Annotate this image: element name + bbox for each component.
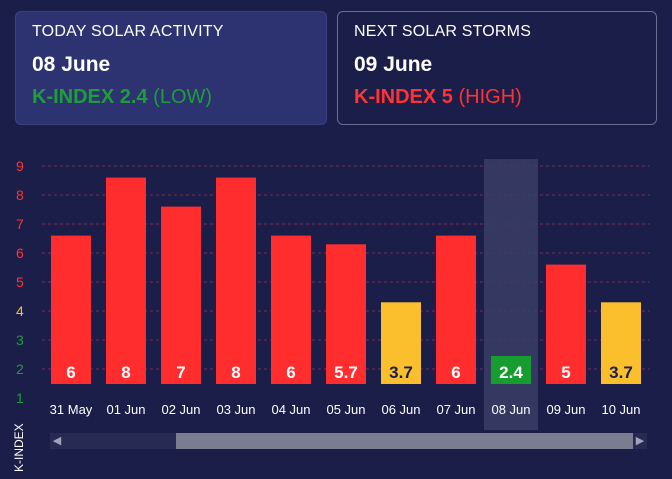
y-tick-label: 8 xyxy=(16,187,24,203)
x-tick-label: 10 Jun xyxy=(601,402,640,417)
x-tick-label: 05 Jun xyxy=(326,402,365,417)
today-k-index: K-INDEX 2.4 (LOW) xyxy=(32,86,310,109)
bar-07-jun xyxy=(436,235,476,384)
bar-value-label: 2.4 xyxy=(499,363,523,382)
y-tick-label: 1 xyxy=(16,390,24,406)
today-date: 08 June xyxy=(32,53,111,76)
k-index-bar-chart: 1 2 3 4 5 6 7 8 9 6 8 7 8 6 5.7 3.7 6 2.4 5 3.7 31 May 01 J… xyxy=(16,158,650,430)
next-label: NEXT SOLAR STORMS xyxy=(354,23,532,40)
x-tick-label: 04 Jun xyxy=(271,402,310,417)
scroll-left-icon[interactable]: ◀ xyxy=(52,434,62,447)
bar-value-label: 3.7 xyxy=(609,363,633,382)
next-storms-card: NEXT SOLAR STORMS 09 June K-INDEX 5 (HIG… xyxy=(337,11,657,125)
x-tick-label: 01 Jun xyxy=(106,402,145,417)
x-tick-label: 02 Jun xyxy=(161,402,200,417)
y-tick-label: 4 xyxy=(16,303,24,319)
today-k-prefix: K-INDEX xyxy=(32,86,115,108)
next-k-index: K-INDEX 5 (HIGH) xyxy=(354,86,640,109)
x-tick-label: 31 May xyxy=(50,402,93,417)
bar-01-jun xyxy=(106,177,146,384)
scroll-right-icon[interactable]: ▶ xyxy=(635,434,645,447)
horizontal-scrollbar[interactable]: ◀ ▶ xyxy=(50,433,647,449)
y-tick-label: 9 xyxy=(16,158,24,174)
x-tick-label: 09 Jun xyxy=(546,402,585,417)
bar-value-label: 3.7 xyxy=(389,363,413,382)
scroll-thumb[interactable] xyxy=(176,433,633,449)
bar-04-jun xyxy=(271,235,311,384)
bar-value-label: 8 xyxy=(231,363,240,382)
bar-03-jun xyxy=(216,177,256,384)
next-k-value: 5 xyxy=(441,86,453,108)
bar-05-jun xyxy=(326,244,366,384)
y-tick-label: 2 xyxy=(16,361,24,377)
bar-09-jun xyxy=(546,264,586,384)
bar-02-jun xyxy=(161,206,201,384)
x-tick-label: 03 Jun xyxy=(216,402,255,417)
y-axis-label-text: K-INDEX xyxy=(12,423,26,472)
today-k-level: (LOW) xyxy=(153,86,213,108)
next-date: 09 June xyxy=(354,53,433,76)
bar-value-label: 5 xyxy=(561,363,570,382)
x-tick-label: 08 Jun xyxy=(491,402,530,417)
bar-value-label: 6 xyxy=(66,363,75,382)
y-tick-label: 6 xyxy=(16,245,24,261)
bar-value-label: 5.7 xyxy=(334,363,358,382)
today-label: TODAY SOLAR ACTIVITY xyxy=(32,23,224,40)
y-tick-label: 7 xyxy=(16,216,24,232)
today-k-value: 2.4 xyxy=(119,86,148,108)
bar-08-jun xyxy=(491,356,531,384)
bar-31-may xyxy=(51,235,91,384)
y-tick-label: 5 xyxy=(16,274,24,290)
bar-value-label: 8 xyxy=(121,363,130,382)
next-k-prefix: K-INDEX xyxy=(354,86,437,108)
x-tick-label: 06 Jun xyxy=(381,402,420,417)
highlight-band xyxy=(484,159,538,430)
bar-value-label: 6 xyxy=(286,363,295,382)
bar-10-jun xyxy=(601,302,641,384)
y-tick-label: 3 xyxy=(16,332,24,348)
bar-value-label: 6 xyxy=(451,363,460,382)
x-tick-label: 07 Jun xyxy=(436,402,475,417)
next-k-level: (HIGH) xyxy=(458,86,522,108)
today-activity-card: TODAY SOLAR ACTIVITY 08 June K-INDEX 2.4… xyxy=(15,11,327,125)
bar-value-label: 7 xyxy=(176,363,185,382)
bar-06-jun xyxy=(381,302,421,384)
